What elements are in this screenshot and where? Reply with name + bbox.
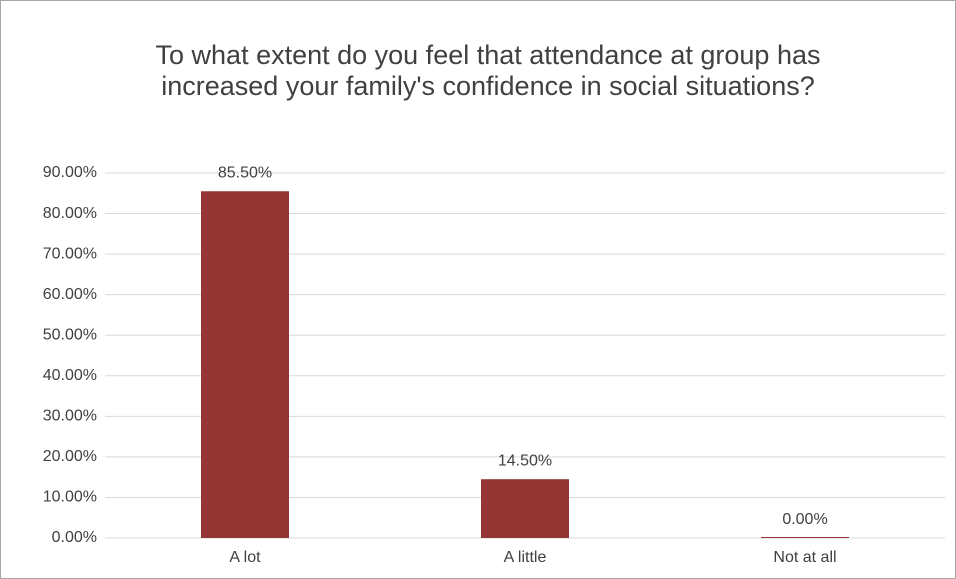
- data-label: 85.50%: [218, 164, 272, 181]
- bar: [201, 191, 289, 538]
- y-tick-label: 60.00%: [43, 286, 97, 303]
- y-tick-label: 0.00%: [52, 529, 97, 546]
- y-tick-label: 20.00%: [43, 448, 97, 465]
- chart-title: To what extent do you feel that attendan…: [155, 40, 821, 101]
- x-tick-label: Not at all: [773, 549, 836, 566]
- x-tick-label: A lot: [229, 549, 261, 566]
- y-tick-label: 80.00%: [43, 205, 97, 222]
- bar: [761, 537, 849, 538]
- bar: [481, 479, 569, 538]
- y-tick-label: 70.00%: [43, 245, 97, 262]
- y-tick-label: 50.00%: [43, 326, 97, 343]
- y-tick-label: 40.00%: [43, 367, 97, 384]
- data-label: 14.50%: [498, 452, 552, 469]
- y-tick-label: 90.00%: [43, 164, 97, 181]
- x-tick-label: A little: [504, 549, 547, 566]
- y-tick-label: 30.00%: [43, 408, 97, 425]
- data-label: 0.00%: [782, 511, 827, 528]
- y-tick-label: 10.00%: [43, 489, 97, 506]
